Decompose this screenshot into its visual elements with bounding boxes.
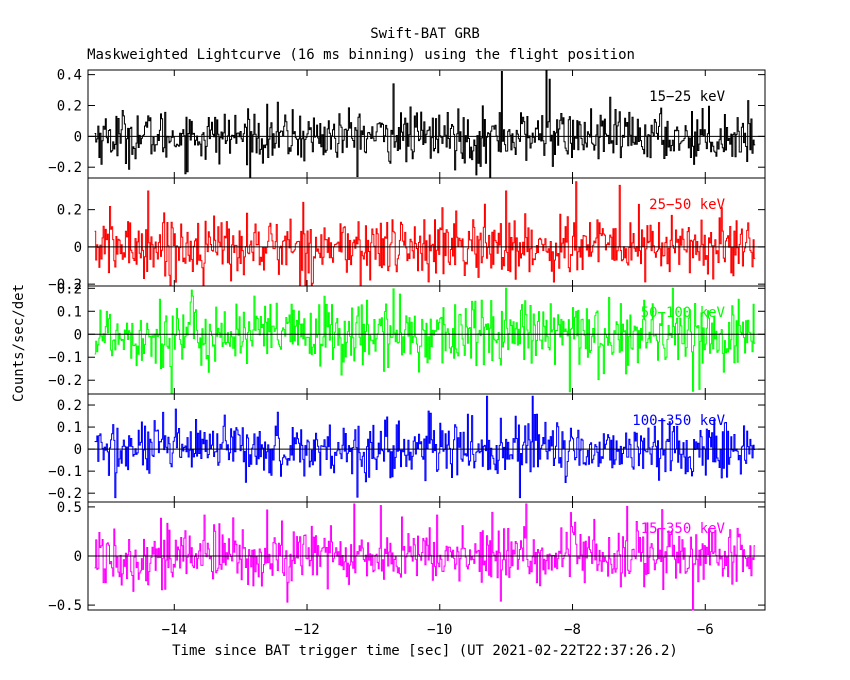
x-axis-label: Time since BAT trigger time [sec] (UT 20… <box>172 643 678 659</box>
y-tick-label: 0.4 <box>57 68 82 84</box>
x-tick-label: −14 <box>162 622 187 638</box>
chart-subtitle: Maskweighted Lightcurve (16 ms binning) … <box>87 47 635 63</box>
lightcurve-series <box>94 395 756 499</box>
y-tick-label: −0.1 <box>48 464 82 480</box>
y-tick-label: −0.2 <box>48 486 82 502</box>
panels: −0.200.20.415−25 keV−0.200.2 25−50 keV−0.… <box>48 68 766 614</box>
x-axis: −14 −12 −10 −8 −6 <box>162 622 714 638</box>
energy-band-label: 15−25 keV <box>649 89 725 105</box>
y-tick-label: 0.1 <box>57 304 82 320</box>
energy-band-label: 25−50 keV <box>649 197 725 213</box>
y-tick-label: −0.2 <box>48 277 82 293</box>
y-tick-label: −0.2 <box>48 160 82 176</box>
y-tick-label: 0 <box>74 549 82 565</box>
energy-band-label: 50−100 keV <box>641 305 726 321</box>
y-tick-label: −0.2 <box>48 373 82 389</box>
x-tick-label: −10 <box>427 622 452 638</box>
lightcurve-series <box>94 503 756 611</box>
y-tick-label: −0.5 <box>48 598 82 614</box>
y-tick-label: 0 <box>74 442 82 458</box>
y-tick-label: −0.1 <box>48 350 82 366</box>
lightcurve-series <box>94 69 756 179</box>
panel-100-350-kev: −0.2 −0.1 0 0.1 0.2 100−350 keV <box>48 393 766 503</box>
panel-25-50-kev: −0.2 0 0.2 25−50 keV <box>48 177 766 293</box>
x-tick-label: −6 <box>697 622 714 638</box>
y-tick-label: 0.5 <box>57 500 82 516</box>
panel-15-25-kev: −0.2 0 0.2 0.4 15−25 keV <box>48 68 766 179</box>
y-tick-label: 0 <box>74 240 82 256</box>
y-tick-label: 0.2 <box>57 98 82 114</box>
x-tick-label: −12 <box>294 622 319 638</box>
y-tick-label: 0.2 <box>57 281 82 297</box>
y-tick-label: 0 <box>74 129 82 145</box>
lightcurve-series <box>94 181 756 287</box>
panel-15-350-kev: −0.5 0 0.5 15−350 keV <box>48 500 766 614</box>
y-tick-label: 0 <box>74 327 82 343</box>
y-tick-label: 0.2 <box>57 398 82 414</box>
energy-band-label: 100−350 keV <box>632 413 725 429</box>
y-tick-label: 0.1 <box>57 420 82 436</box>
panel-frame <box>87 177 766 287</box>
lightcurve-series <box>94 287 756 395</box>
panel-50-100-kev: −0.2 −0.1 0 0.1 0.2 50−100 keV <box>48 281 766 395</box>
x-tick-label: −8 <box>564 622 581 638</box>
chart-title: Swift-BAT GRB <box>370 26 480 42</box>
y-tick-label: 0.2 <box>57 203 82 219</box>
y-axis-label: Counts/sec/det <box>11 284 27 402</box>
energy-band-label: 15−350 keV <box>641 521 726 537</box>
